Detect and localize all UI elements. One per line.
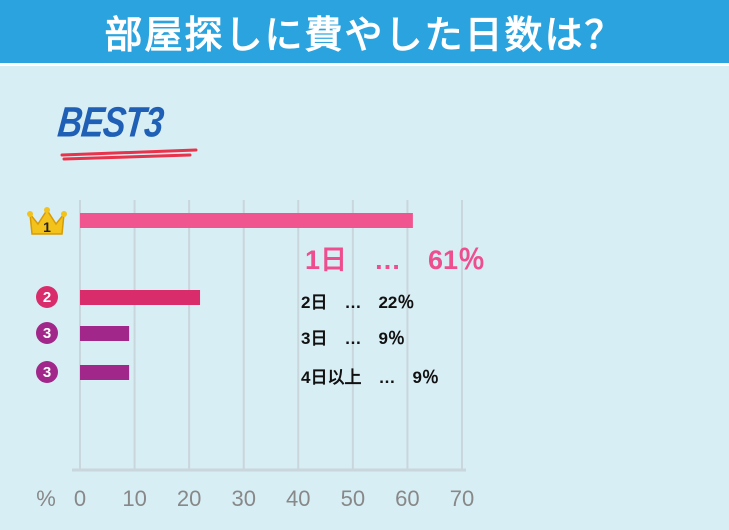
bar-label-3: 3日 … 9％ bbox=[301, 329, 405, 348]
x-tick-label: 0 bbox=[74, 486, 86, 511]
x-tick-label: 20 bbox=[177, 486, 201, 511]
x-axis-unit: % bbox=[36, 486, 56, 511]
title-banner: 部屋探しに費やした日数は？ bbox=[0, 0, 729, 66]
bar-3 bbox=[80, 326, 130, 341]
bar-label-4: 4日以上 … 9％ bbox=[301, 368, 439, 387]
bar-4 bbox=[80, 365, 130, 380]
x-tick-label: 30 bbox=[231, 486, 255, 511]
bar-2 bbox=[80, 290, 201, 305]
bar-label-1: 1日 … 61％ bbox=[305, 245, 486, 275]
x-tick-label: 60 bbox=[395, 486, 419, 511]
rank-badge-3a: 3 bbox=[36, 322, 58, 344]
rank-badge-1: 1 bbox=[43, 219, 51, 235]
x-tick-label: 10 bbox=[122, 486, 146, 511]
x-tick-label: 40 bbox=[286, 486, 310, 511]
best3-underline bbox=[60, 148, 198, 161]
page-title: 部屋探しに費やした日数は？ bbox=[104, 13, 625, 57]
rank-badge-3b: 3 bbox=[36, 361, 58, 383]
bar-1 bbox=[80, 213, 413, 228]
x-tick-label: 50 bbox=[341, 486, 365, 511]
x-tick-label: 70 bbox=[450, 486, 474, 511]
crown-icon: 1 bbox=[27, 204, 67, 242]
rank-badge-2: 2 bbox=[36, 286, 58, 308]
bar-label-2: 2日 … 22％ bbox=[301, 293, 415, 312]
